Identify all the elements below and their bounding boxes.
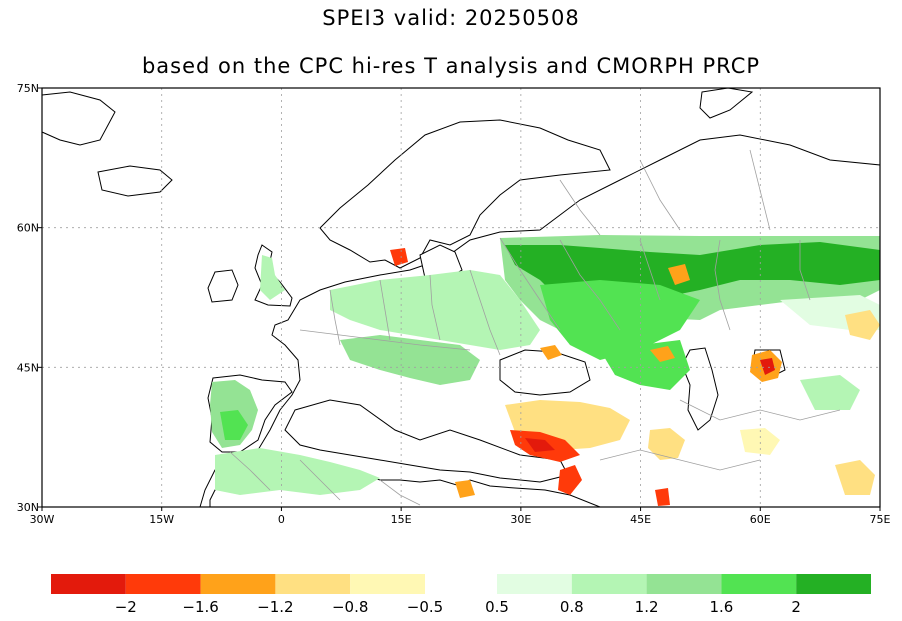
colorbar-label: −2 xyxy=(115,598,137,616)
colorbar-label: −1.6 xyxy=(182,598,218,616)
dry-kazakh-east xyxy=(845,310,880,340)
colorbar-label: 0.5 xyxy=(485,598,509,616)
lon-tick-label: 45E xyxy=(630,513,651,526)
ireland-land xyxy=(207,269,239,303)
colorbar-wet-swatch-1 xyxy=(571,574,647,594)
lon-tick-label: 75E xyxy=(870,513,891,526)
lon-tick-label: 15E xyxy=(391,513,412,526)
colorbar-dry-swatch-1 xyxy=(125,574,201,594)
colorbar-label: −0.8 xyxy=(332,598,368,616)
caspian-sea xyxy=(681,347,719,431)
map-gridlines xyxy=(42,88,880,507)
lat-tick-label: 75N xyxy=(17,82,39,95)
colorbar-label: 2 xyxy=(791,598,801,616)
lon-tick-label: 30E xyxy=(510,513,531,526)
dry-pakistan xyxy=(835,460,875,495)
wet-anomalies xyxy=(210,235,880,495)
dry-caucasus xyxy=(650,346,675,362)
country-borders xyxy=(229,149,841,506)
colorbar: −2 −1.6 −1.2 −0.8 −0.5 0.5 0.8 1.2 1.6 2 xyxy=(51,574,871,616)
colorbar-dry-swatch-3 xyxy=(275,574,351,594)
wet-turkmen xyxy=(800,375,860,410)
dry-iran xyxy=(648,428,685,460)
latitude-labels: 75N 60N 45N 30N xyxy=(17,82,42,514)
wet-east-europe xyxy=(330,270,540,350)
colorbar-wet-swatch-0 xyxy=(497,574,572,594)
colorbar-wet-swatch-4 xyxy=(796,574,871,594)
colorbar-label: 1.2 xyxy=(635,598,659,616)
lat-tick-label: 30N xyxy=(17,501,39,514)
lat-tick-label: 60N xyxy=(17,222,39,235)
colorbar-label: −1.2 xyxy=(257,598,293,616)
lat-tick-label: 45N xyxy=(17,361,39,374)
wet-britain xyxy=(260,255,285,300)
dry-anatolia-core xyxy=(525,438,555,452)
dry-anomalies xyxy=(390,248,880,506)
dry-egypt xyxy=(455,480,475,498)
mediterranean-sea xyxy=(284,399,569,483)
lon-tick-label: 15W xyxy=(149,513,174,526)
colorbar-dry-swatch-2 xyxy=(200,574,276,594)
iceland-land xyxy=(97,165,173,197)
colorbar-dry-swatch-4 xyxy=(350,574,425,594)
dry-western-russia xyxy=(668,264,690,285)
lon-tick-label: 30W xyxy=(30,513,55,526)
colorbar-wet-swatch-2 xyxy=(646,574,722,594)
dry-middle-east xyxy=(558,465,582,495)
map-subtitle: based on the CPC hi-res T analysis and C… xyxy=(141,54,761,78)
wet-iberia-core xyxy=(220,410,248,440)
dry-afghanistan xyxy=(740,428,780,455)
longitude-labels: 30W 15W 0 15E 30E 45E 60E 75E xyxy=(30,507,891,526)
dry-south-sweden xyxy=(390,248,408,266)
map-frame xyxy=(41,87,881,508)
map-title: SPEI3 valid: 20250508 xyxy=(322,6,580,30)
scandinavia-land xyxy=(319,119,611,269)
wet-north-africa xyxy=(215,448,380,495)
colorbar-label: −0.5 xyxy=(407,598,443,616)
dry-crimea xyxy=(540,345,562,360)
colorbar-label: 1.6 xyxy=(709,598,733,616)
lon-tick-label: 60E xyxy=(750,513,771,526)
greenland-land xyxy=(41,91,116,146)
colorbar-wet-swatch-3 xyxy=(721,574,797,594)
black-sea xyxy=(499,349,591,396)
colorbar-label: 0.8 xyxy=(560,598,584,616)
lon-tick-label: 0 xyxy=(278,513,285,526)
dry-aral-core xyxy=(760,358,775,375)
dry-saudi xyxy=(655,488,670,506)
colorbar-dry-swatch-0 xyxy=(51,574,126,594)
